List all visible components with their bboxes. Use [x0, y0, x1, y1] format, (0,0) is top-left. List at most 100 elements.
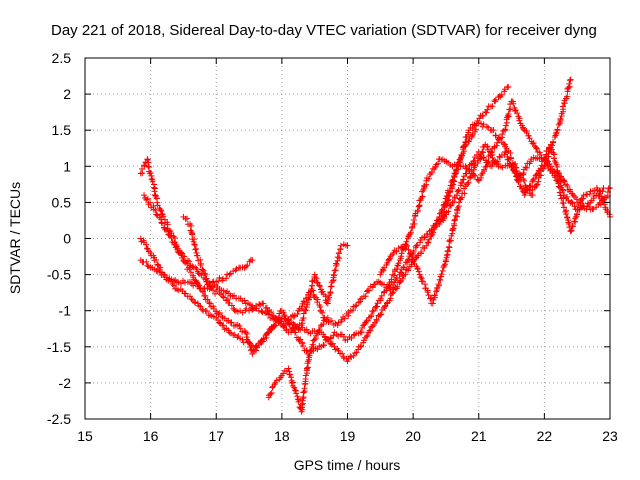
data-point: [537, 165, 544, 172]
data-point: [216, 274, 223, 281]
data-point: [484, 159, 491, 166]
data-point: [188, 222, 195, 229]
data-point: [504, 156, 511, 163]
data-point: [414, 266, 421, 273]
data-point: [483, 123, 490, 130]
data-point: [335, 319, 342, 326]
data-point: [280, 323, 287, 330]
data-point: [366, 287, 373, 294]
data-point: [493, 142, 500, 149]
data-point: [144, 262, 151, 269]
data-point: [264, 308, 271, 315]
data-point: [260, 300, 267, 307]
data-point: [370, 307, 377, 314]
data-point: [159, 220, 166, 227]
data-point: [334, 322, 341, 329]
data-point: [489, 154, 496, 161]
data-point: [498, 91, 505, 98]
data-point: [300, 310, 307, 317]
data-point: [459, 180, 466, 187]
data-point: [295, 325, 302, 332]
data-point: [530, 139, 537, 146]
data-point: [191, 236, 198, 243]
data-point: [206, 299, 213, 306]
data-point: [295, 398, 302, 405]
data-point: [364, 317, 371, 324]
data-point: [292, 387, 298, 394]
data-point: [415, 268, 422, 275]
data-point: [561, 178, 568, 185]
data-point: [542, 155, 549, 162]
y-tick-label: 2.5: [52, 50, 72, 66]
data-point: [215, 278, 222, 285]
data-point: [144, 156, 151, 163]
data-point: [405, 257, 412, 264]
data-point: [340, 355, 347, 362]
data-point: [340, 333, 347, 340]
data-point: [533, 145, 540, 152]
data-point: [363, 333, 370, 340]
data-point: [141, 192, 148, 199]
data-point: [565, 219, 572, 226]
data-point: [316, 326, 323, 333]
data-point: [507, 106, 514, 113]
data-point: [599, 197, 606, 204]
data-point: [319, 309, 326, 316]
data-point: [389, 271, 396, 278]
x-tick-label: 22: [537, 428, 553, 444]
x-tick-label: 19: [340, 428, 356, 444]
data-point: [184, 257, 191, 264]
x-tick-label: 16: [143, 428, 159, 444]
data-point: [443, 252, 450, 259]
data-point: [449, 184, 456, 191]
data-point: [569, 200, 576, 207]
data-point: [143, 245, 150, 252]
data-point: [389, 289, 396, 296]
data-point: [311, 328, 318, 335]
data-point: [415, 203, 422, 210]
x-tick-label: 15: [77, 428, 93, 444]
data-point: [451, 217, 458, 224]
data-point: [249, 257, 256, 264]
data-point: [571, 203, 578, 210]
data-point: [499, 131, 506, 138]
data-point: [532, 144, 539, 151]
data-point: [515, 179, 522, 186]
data-point: [368, 312, 375, 319]
data-point: [533, 182, 540, 189]
data-point: [189, 230, 196, 237]
data-point: [153, 211, 160, 218]
data-point: [394, 275, 401, 282]
data-point: [203, 275, 210, 282]
y-tick-label: -0.5: [47, 267, 71, 283]
data-point: [446, 237, 453, 244]
data-point: [293, 390, 300, 397]
data-point: [559, 103, 566, 110]
data-point: [303, 326, 310, 333]
data-point: [521, 177, 528, 184]
data-point: [560, 187, 567, 194]
data-point: [153, 257, 160, 264]
data-point: [312, 332, 319, 339]
data-point: [566, 80, 573, 87]
data-point: [268, 326, 275, 333]
data-point: [207, 282, 214, 289]
data-point: [200, 267, 207, 274]
data-point: [566, 224, 573, 231]
data-point: [300, 343, 307, 350]
data-point: [201, 270, 208, 277]
data-point: [526, 135, 533, 142]
data-point: [229, 293, 236, 300]
data-point: [534, 181, 541, 188]
data-point: [586, 191, 593, 198]
data-point: [187, 269, 194, 276]
data-point: [584, 203, 591, 210]
x-tick-label: 23: [602, 428, 618, 444]
data-point: [241, 264, 248, 271]
data-point: [154, 261, 161, 268]
data-point: [160, 271, 167, 278]
data-point: [139, 165, 146, 172]
data-point: [147, 169, 154, 176]
data-point: [317, 304, 324, 311]
data-point: [143, 196, 150, 203]
